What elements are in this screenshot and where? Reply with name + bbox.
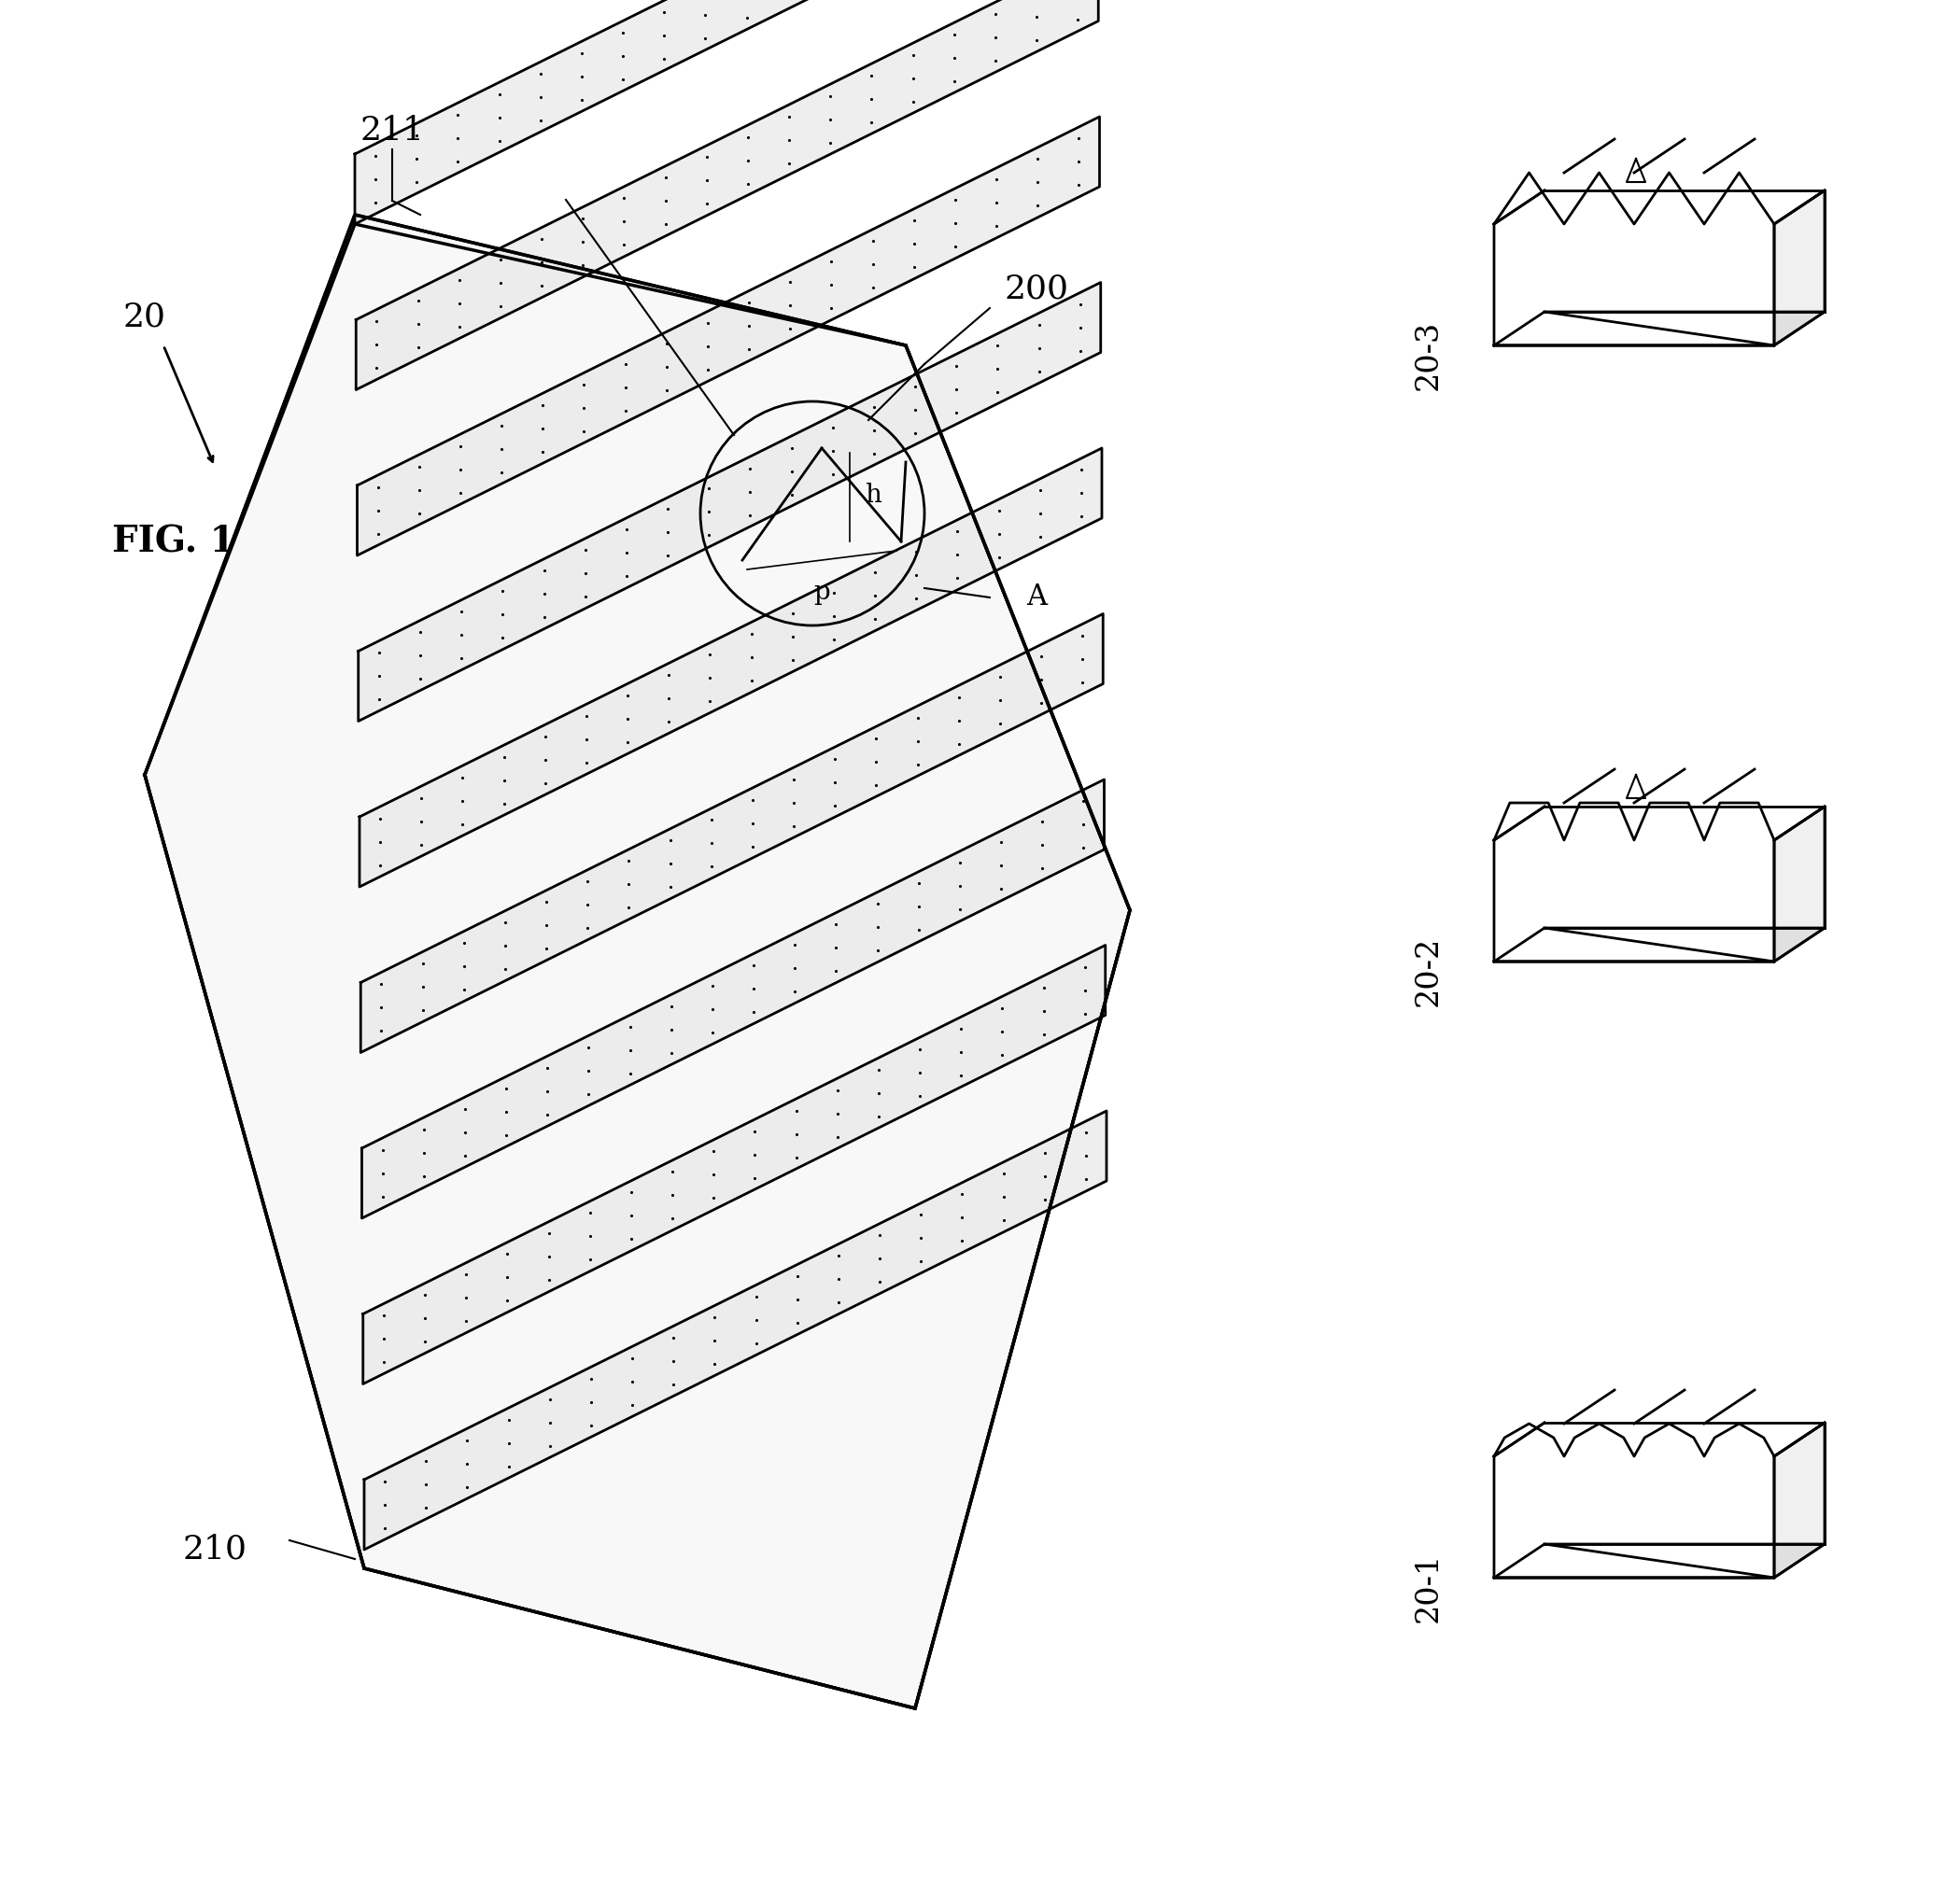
- Polygon shape: [1494, 1543, 1825, 1577]
- Polygon shape: [363, 945, 1105, 1383]
- Polygon shape: [1494, 804, 1774, 962]
- Text: 20-3: 20-3: [1413, 320, 1445, 390]
- Text: 200: 200: [1004, 273, 1068, 305]
- Polygon shape: [1774, 1423, 1825, 1577]
- Polygon shape: [1627, 775, 1644, 798]
- Text: 20-2: 20-2: [1413, 935, 1445, 1007]
- Polygon shape: [355, 0, 1098, 224]
- Polygon shape: [1627, 158, 1644, 183]
- Polygon shape: [361, 614, 1103, 1052]
- Text: 20-1: 20-1: [1413, 1553, 1445, 1622]
- Polygon shape: [1774, 807, 1825, 962]
- Text: 211: 211: [361, 115, 425, 147]
- Polygon shape: [359, 448, 1102, 886]
- Polygon shape: [359, 282, 1102, 721]
- Polygon shape: [1774, 190, 1825, 346]
- Text: 210: 210: [182, 1534, 247, 1566]
- Polygon shape: [357, 117, 1100, 555]
- Text: p: p: [813, 580, 829, 606]
- Polygon shape: [145, 215, 1129, 1709]
- Polygon shape: [1494, 1423, 1774, 1577]
- Text: 20: 20: [123, 301, 167, 333]
- Text: h: h: [864, 482, 882, 508]
- Polygon shape: [1494, 173, 1774, 346]
- Polygon shape: [1494, 928, 1825, 962]
- Text: FIG. 1: FIG. 1: [112, 523, 235, 559]
- Polygon shape: [365, 1110, 1107, 1549]
- Polygon shape: [357, 0, 1098, 390]
- Polygon shape: [363, 779, 1103, 1218]
- Polygon shape: [1494, 312, 1825, 346]
- Text: A: A: [1027, 583, 1047, 612]
